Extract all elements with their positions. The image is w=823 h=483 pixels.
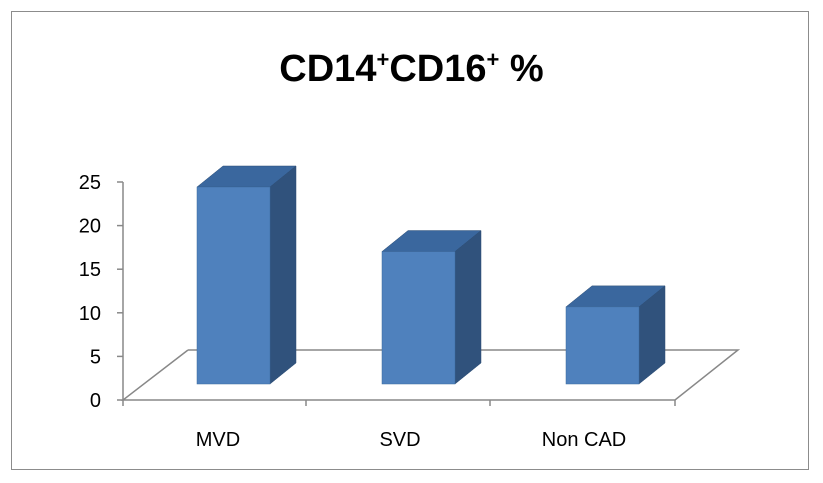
chart-title-part-3: %	[499, 48, 544, 90]
chart-title-sup-2: +	[486, 47, 500, 72]
bars-layer	[196, 165, 666, 385]
bar-non-cad	[565, 285, 666, 385]
x-tick-label: Non CAD	[542, 429, 626, 451]
y-tick-labels: 0 5 10 15 20 25	[79, 172, 101, 412]
bar-front-face	[381, 251, 456, 385]
axes-layer	[117, 181, 741, 406]
y-tick-label: 0	[90, 390, 101, 412]
bar-front-face	[196, 186, 271, 385]
x-tick-labels: MVD SVD Non CAD	[196, 429, 626, 451]
chart-title-part-2: CD16	[389, 48, 487, 90]
bar-side-face	[454, 230, 482, 385]
y-tick-label: 20	[79, 216, 101, 238]
bar-side-face	[269, 165, 297, 385]
chart-title-sup-1: +	[376, 47, 390, 72]
y-tick-label: 10	[79, 303, 101, 325]
bar-mvd	[196, 165, 297, 385]
chart-title-part-1: CD14	[279, 48, 377, 90]
bar-front-face	[565, 306, 640, 385]
y-tick-label: 5	[90, 346, 101, 368]
x-tick-label: SVD	[379, 429, 420, 451]
x-tick-label: MVD	[196, 429, 240, 451]
y-tick-label: 15	[79, 259, 101, 281]
bar-svd	[381, 230, 482, 385]
y-tick-label: 25	[79, 172, 101, 194]
chart-title: CD14+CD16+ %	[0, 40, 823, 89]
